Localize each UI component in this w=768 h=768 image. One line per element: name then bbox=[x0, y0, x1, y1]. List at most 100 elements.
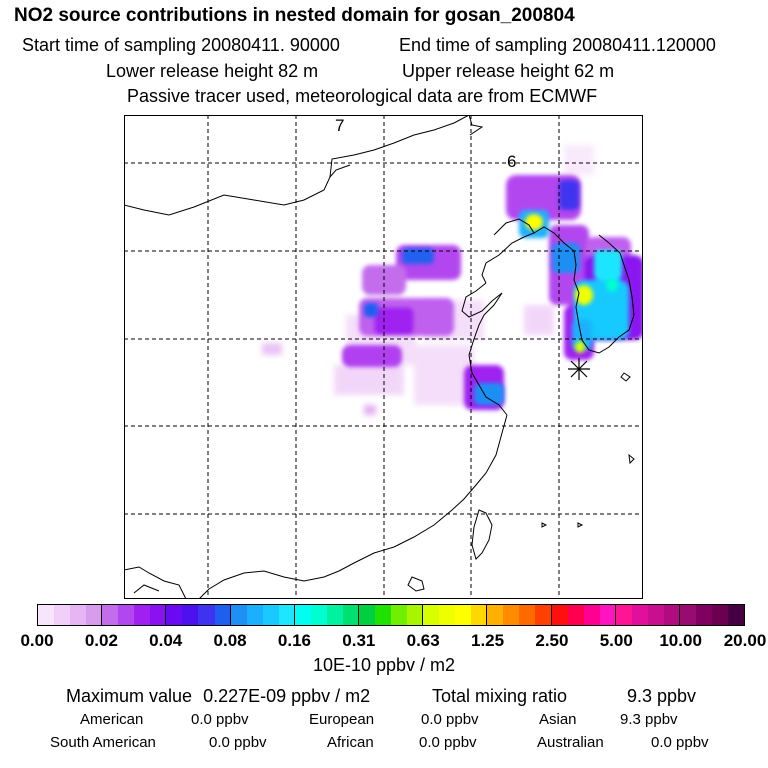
colorbar-swatch bbox=[728, 605, 745, 625]
colorbar-tick-label: 0.00 bbox=[20, 631, 54, 650]
plume-cell bbox=[559, 180, 579, 210]
colorbar-swatch bbox=[118, 605, 135, 625]
colorbar-swatch bbox=[246, 605, 263, 625]
colorbar-swatch bbox=[86, 605, 103, 625]
colorbar-tick-label: 0.16 bbox=[277, 631, 311, 650]
concentration-field bbox=[262, 145, 643, 415]
colorbar-swatch bbox=[358, 605, 375, 625]
colorbar-swatch bbox=[166, 605, 183, 625]
colorbar-swatch bbox=[599, 605, 616, 625]
colorbar-swatch bbox=[326, 605, 343, 625]
colorbar-swatch bbox=[407, 605, 424, 625]
plume-cell bbox=[524, 305, 554, 335]
grid-label: 7 bbox=[335, 116, 344, 135]
colorbar-swatch bbox=[230, 605, 247, 625]
plume-cell bbox=[564, 145, 594, 175]
colorbar-swatch bbox=[471, 605, 488, 625]
colorbar-tick-label: 0.31 bbox=[342, 631, 376, 650]
region-value: 0.0 ppbv bbox=[419, 734, 477, 751]
plume-cell bbox=[575, 341, 585, 353]
colorbar-swatch bbox=[439, 605, 456, 625]
colorbar-tick-label: 1.25 bbox=[470, 631, 505, 650]
colorbar-swatch bbox=[567, 605, 584, 625]
region-name: South American bbox=[50, 734, 156, 751]
colorbar-swatch bbox=[583, 605, 600, 625]
map-frame bbox=[124, 115, 643, 599]
colorbar-swatch bbox=[423, 605, 440, 625]
colorbar-swatch bbox=[262, 605, 279, 625]
end-time: End time of sampling 20080411.120000 bbox=[399, 35, 716, 55]
region-value: 9.3 ppbv bbox=[620, 711, 678, 728]
colorbar-swatch bbox=[391, 605, 408, 625]
colorbar-tick-label: 2.50 bbox=[535, 631, 569, 650]
grid-label: 6 bbox=[507, 152, 516, 171]
colorbar-swatch bbox=[278, 605, 295, 625]
colorbar-swatch bbox=[198, 605, 215, 625]
colorbar-tick-label: 5.00 bbox=[599, 631, 633, 650]
total-label: Total mixing ratio bbox=[432, 686, 568, 706]
colorbar-swatch bbox=[38, 605, 55, 625]
colorbar-swatch bbox=[535, 605, 552, 625]
colorbar-swatch bbox=[70, 605, 87, 625]
region-value: 0.0 ppbv bbox=[421, 711, 479, 728]
colorbar-tick-label: 0.63 bbox=[406, 631, 440, 650]
plume-cell bbox=[606, 278, 618, 292]
plume-cell bbox=[374, 307, 414, 335]
region-name: Australian bbox=[537, 734, 604, 751]
colorbar-swatch bbox=[631, 605, 648, 625]
colorbar-swatch bbox=[102, 605, 119, 625]
colorbar-swatch bbox=[503, 605, 520, 625]
colorbar-swatch bbox=[695, 605, 712, 625]
region-name: African bbox=[327, 734, 374, 751]
summary-max-row: Maximum value 0.227E-09 ppbv / m2 bbox=[66, 686, 370, 707]
upper-release-height: Upper release height 62 m bbox=[402, 61, 615, 81]
colorbar-swatch bbox=[711, 605, 729, 625]
region-value: 0.0 ppbv bbox=[191, 711, 249, 728]
plume-cell bbox=[474, 383, 504, 405]
plume-cell bbox=[525, 214, 543, 230]
coastlines bbox=[124, 115, 635, 599]
plume-cell bbox=[342, 345, 402, 367]
colorbar-units: 10E-10 ppbv / m2 bbox=[312, 655, 456, 675]
plume-cell bbox=[594, 250, 622, 280]
region-value: 0.0 ppbv bbox=[651, 734, 709, 751]
colorbar-swatch bbox=[615, 605, 632, 625]
colorbar-swatch bbox=[310, 605, 327, 625]
start-time: Start time of sampling 20080411. 90000 bbox=[22, 35, 340, 55]
plume-cell bbox=[262, 343, 282, 355]
colorbar-swatch bbox=[551, 605, 568, 625]
colorbar bbox=[37, 604, 745, 626]
colorbar-tick-label: 0.02 bbox=[84, 631, 118, 650]
colorbar-swatch bbox=[294, 605, 311, 625]
colorbar-swatch bbox=[487, 605, 504, 625]
colorbar-swatch bbox=[182, 605, 199, 625]
plume-cell bbox=[402, 248, 434, 264]
region-name: Asian bbox=[539, 711, 577, 728]
source-contribution-map: 7 6 bbox=[124, 115, 643, 599]
colorbar-tick-label: 0.08 bbox=[213, 631, 247, 650]
colorbar-swatch bbox=[455, 605, 472, 625]
colorbar-swatch bbox=[134, 605, 151, 625]
colorbar-swatch bbox=[519, 605, 536, 625]
maximum-value: 0.227E-09 ppbv / m2 bbox=[203, 686, 371, 706]
tracer-note: Passive tracer used, meteorological data… bbox=[127, 86, 598, 106]
latlon-grid bbox=[124, 115, 643, 599]
receptor-star-icon bbox=[568, 358, 590, 380]
plot-title: NO2 source contributions in nested domai… bbox=[14, 5, 575, 26]
colorbar-swatch bbox=[342, 605, 359, 625]
region-value: 0.0 ppbv bbox=[209, 734, 267, 751]
total-value: 9.3 ppbv bbox=[627, 686, 697, 706]
colorbar-swatch bbox=[647, 605, 664, 625]
colorbar-swatch bbox=[374, 605, 392, 625]
colorbar-swatch bbox=[663, 605, 680, 625]
colorbar-tick-label: 10.00 bbox=[659, 631, 702, 650]
colorbar-swatch bbox=[679, 605, 696, 625]
colorbar-tick-label: 0.04 bbox=[149, 631, 183, 650]
plume-cell bbox=[334, 365, 404, 395]
maximum-label: Maximum value bbox=[66, 686, 193, 706]
colorbar-swatch bbox=[214, 605, 231, 625]
plume-cell bbox=[364, 303, 378, 317]
colorbar-tick-label: 20.00 bbox=[723, 631, 767, 650]
plume-cell bbox=[364, 405, 376, 415]
colorbar-swatch bbox=[54, 605, 71, 625]
